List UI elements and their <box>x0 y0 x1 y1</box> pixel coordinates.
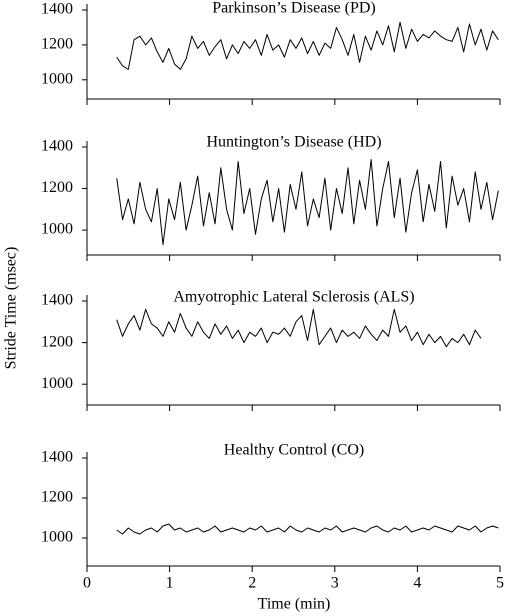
y-tick-label: 1000 <box>41 70 73 87</box>
y-tick-label: 1400 <box>41 138 73 155</box>
panel-title: Parkinson’s Disease (PD) <box>212 0 376 17</box>
y-tick-label: 1400 <box>41 292 73 309</box>
y-tick-label: 1200 <box>41 36 73 53</box>
data-line <box>116 21 499 70</box>
x-tick-label: 4 <box>413 575 421 592</box>
panel-title: Amyotrophic Lateral Sclerosis (ALS) <box>173 289 414 306</box>
x-tick-label: 2 <box>248 575 256 592</box>
panel-title: Healthy Control (CO) <box>224 442 364 459</box>
y-tick-label: 1000 <box>41 375 73 392</box>
data-line <box>116 158 499 246</box>
panel-title: Huntington’s Disease (HD) <box>206 134 381 151</box>
x-tick-label: 1 <box>166 575 174 592</box>
data-line <box>116 308 482 348</box>
y-tick-label: 1200 <box>41 333 73 350</box>
x-tick-label: 5 <box>496 575 504 592</box>
y-tick-label: 1200 <box>41 179 73 196</box>
y-tick-label: 1000 <box>41 529 73 546</box>
y-tick-label: 1200 <box>41 489 73 506</box>
x-tick-label: 0 <box>83 575 91 592</box>
data-line <box>116 523 499 535</box>
x-axis-label: Time (min) <box>258 596 331 613</box>
y-tick-label: 1000 <box>41 221 73 238</box>
y-tick-label: 1400 <box>41 1 73 18</box>
x-tick-label: 3 <box>331 575 339 592</box>
y-tick-label: 1400 <box>41 449 73 466</box>
y-axis-label: Stride Time (msec) <box>3 247 20 370</box>
